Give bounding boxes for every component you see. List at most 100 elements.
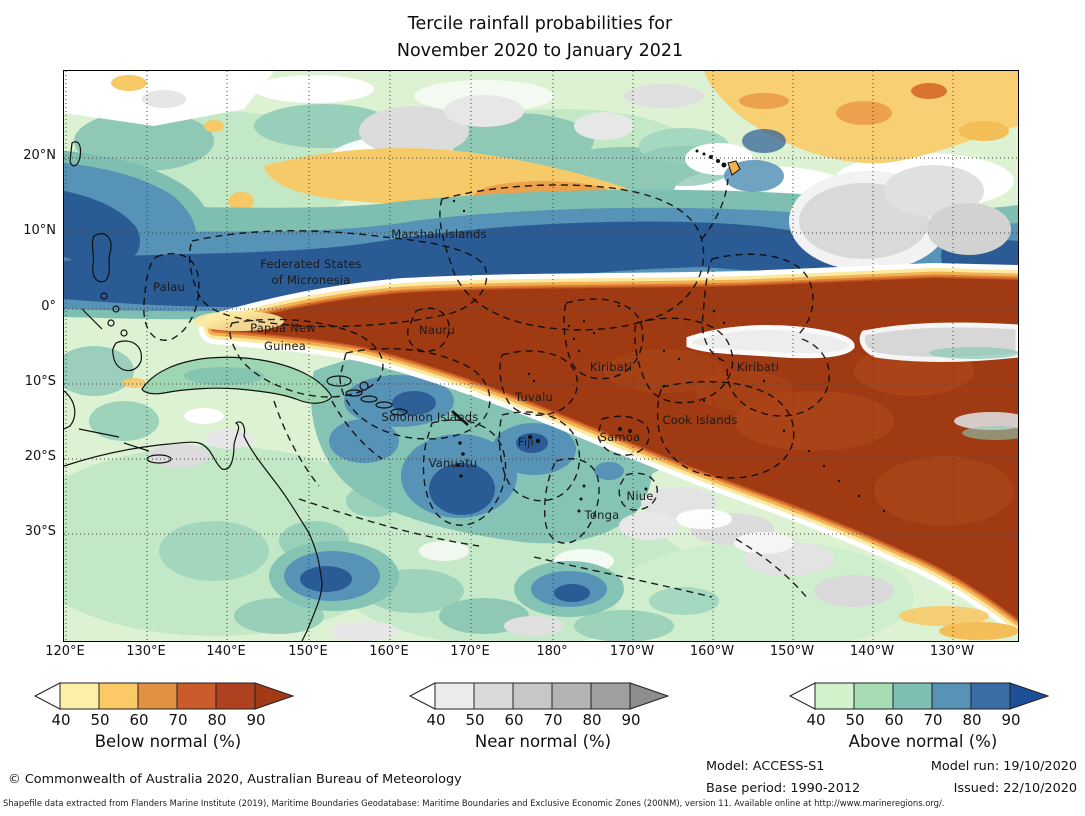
lon-label-150w: 150°W bbox=[769, 644, 815, 659]
colorbar-segment bbox=[551, 682, 592, 710]
near-normal-south-patches bbox=[619, 487, 1018, 640]
label-kiribati-west: Kiribati bbox=[589, 360, 633, 374]
lat-label-20s: 20°S bbox=[24, 449, 56, 464]
legend-title-below-normal: Below normal (%) bbox=[94, 732, 242, 751]
coastlines bbox=[64, 141, 469, 641]
base-period: Base period: 1990-2012 bbox=[706, 781, 861, 797]
colorbar-below-normal bbox=[33, 682, 295, 710]
legend-below-normal: 40 50 60 70 80 90 Below normal (%) bbox=[33, 681, 303, 751]
near-normal-equatorial-channel bbox=[686, 322, 1018, 440]
label-png-line1: Papua New bbox=[250, 321, 316, 335]
lon-label-120e: 120°E bbox=[45, 644, 85, 659]
colorbar-segment bbox=[590, 682, 631, 710]
model-name: Model: ACCESS-S1 bbox=[706, 759, 825, 774]
lat-label-30s: 30°S bbox=[24, 524, 56, 539]
tick-label: 70 bbox=[543, 711, 563, 729]
tick-label: 60 bbox=[884, 711, 904, 729]
tick-label: 40 bbox=[51, 711, 71, 729]
page-title: Tercile rainfall probabilities for Novem… bbox=[63, 11, 1017, 65]
issued-date: Issued: 22/10/2020 bbox=[953, 781, 1077, 797]
lon-label-180: 180° bbox=[536, 644, 568, 659]
colorbar-segment bbox=[473, 682, 514, 710]
lon-label-140e: 140°E bbox=[206, 644, 246, 659]
run-info: Model run: 19/10/2020 Issued: 22/10/2020 bbox=[860, 756, 1077, 801]
label-fsm-line2: of Micronesia bbox=[271, 273, 351, 287]
colorbar-segment bbox=[434, 682, 475, 710]
colorbar-segment bbox=[814, 682, 855, 710]
tick-label: 80 bbox=[582, 711, 602, 729]
hawaii-islands bbox=[634, 129, 786, 192]
colorbar-segment bbox=[970, 682, 1011, 710]
colorbar-low-arrow bbox=[788, 682, 816, 710]
pacific-probability-map bbox=[64, 71, 1018, 641]
lon-label-140w: 140°W bbox=[849, 644, 895, 659]
colorbar-low-arrow bbox=[408, 682, 436, 710]
lat-label-10s: 10°S bbox=[24, 374, 56, 389]
label-png-line2: Guinea bbox=[263, 339, 307, 353]
legend-title-near-normal: Near normal (%) bbox=[474, 732, 612, 751]
copyright-text: © Commonwealth of Australia 2020, Austra… bbox=[8, 772, 462, 787]
colorbar-high-arrow bbox=[254, 682, 295, 710]
tick-label: 80 bbox=[207, 711, 227, 729]
colorbar-segment bbox=[176, 682, 217, 710]
colorbar-ticks: 40 50 60 70 80 90 bbox=[408, 711, 678, 731]
label-fsm-line1: Federated States bbox=[260, 257, 362, 271]
colorbar-ticks: 40 50 60 70 80 90 bbox=[788, 711, 1058, 731]
lat-label-0: 0° bbox=[41, 299, 56, 314]
tick-label: 40 bbox=[806, 711, 826, 729]
lon-label-170w: 170°W bbox=[609, 644, 655, 659]
map-area: Marshall Islands Federated States of Mic… bbox=[63, 70, 1019, 642]
colorbar-high-arrow bbox=[1009, 682, 1050, 710]
colorbar-segment bbox=[853, 682, 894, 710]
tick-label: 60 bbox=[504, 711, 524, 729]
legend-title-above-normal: Above normal (%) bbox=[848, 732, 998, 751]
tick-label: 60 bbox=[129, 711, 149, 729]
label-nauru: Nauru bbox=[419, 323, 455, 337]
colorbar-segment bbox=[512, 682, 553, 710]
label-fiji: Fiji bbox=[517, 435, 535, 449]
tick-label: 50 bbox=[90, 711, 110, 729]
lon-label-130e: 130°E bbox=[126, 644, 166, 659]
model-info: Model: ACCESS-S1 Base period: 1990-2012 bbox=[706, 756, 860, 801]
colorbar-segment bbox=[215, 682, 256, 710]
label-kiribati-east: Kiribati bbox=[736, 360, 780, 374]
eez-boundaries bbox=[143, 178, 830, 600]
colorbar-ticks: 40 50 60 70 80 90 bbox=[33, 711, 303, 731]
model-run-date: Model run: 19/10/2020 bbox=[930, 759, 1077, 774]
tick-label: 90 bbox=[621, 711, 641, 729]
label-marshall-islands: Marshall Islands bbox=[391, 227, 487, 241]
colorbar-segment bbox=[98, 682, 139, 710]
lon-label-130w: 130°W bbox=[929, 644, 975, 659]
tick-label: 50 bbox=[845, 711, 865, 729]
grid-lines bbox=[64, 71, 1018, 641]
tick-label: 50 bbox=[465, 711, 485, 729]
below-normal-equatorial-wedge bbox=[194, 263, 1018, 634]
label-solomon-islands: Solomon Islands bbox=[381, 410, 479, 424]
colorbar-low-arrow bbox=[33, 682, 61, 710]
label-tonga: Tonga bbox=[584, 508, 620, 522]
colorbar-segment bbox=[892, 682, 933, 710]
colorbar-segment bbox=[137, 682, 178, 710]
lat-label-20n: 20°N bbox=[23, 148, 56, 163]
title-line-2: November 2020 to January 2021 bbox=[396, 41, 684, 62]
legend-near-normal: 40 50 60 70 80 90 Near normal (%) bbox=[408, 681, 678, 751]
tick-label: 90 bbox=[1001, 711, 1021, 729]
colorbar-segment bbox=[59, 682, 100, 710]
label-niue: Niue bbox=[626, 489, 654, 503]
shapefile-attribution: Shapefile data extracted from Flanders M… bbox=[3, 798, 945, 808]
island-specks bbox=[452, 199, 886, 513]
lat-label-10n: 10°N bbox=[23, 223, 56, 238]
label-samoa: Samoa bbox=[599, 430, 641, 444]
colorbar-above-normal bbox=[788, 682, 1050, 710]
lon-label-150e: 150°E bbox=[288, 644, 328, 659]
colorbar-high-arrow bbox=[629, 682, 670, 710]
lon-label-170e: 170°E bbox=[450, 644, 490, 659]
tick-label: 70 bbox=[168, 711, 188, 729]
label-vanuatu: Vanuatu bbox=[428, 456, 478, 470]
label-tuvalu: Tuvalu bbox=[514, 390, 554, 404]
above-normal-southwest bbox=[269, 351, 664, 617]
legend-above-normal: 40 50 60 70 80 90 Above normal (%) bbox=[788, 681, 1058, 751]
lon-label-160e: 160°E bbox=[369, 644, 409, 659]
colorbar-segment bbox=[931, 682, 972, 710]
